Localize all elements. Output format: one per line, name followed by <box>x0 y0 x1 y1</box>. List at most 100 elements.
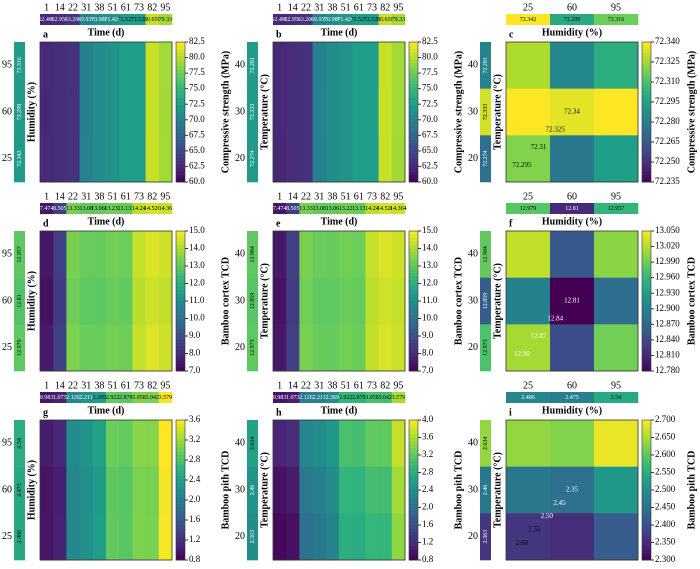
x-strip-value: 14.24 <box>132 206 146 212</box>
y-strip-cell <box>14 88 25 136</box>
colorbar-step <box>409 294 418 298</box>
colorbar-step <box>176 143 185 148</box>
colorbar-tick-label: 14.0 <box>422 243 438 253</box>
x-strip-value: 14.364 <box>390 206 407 212</box>
colorbar-tick-label: 12.810 <box>655 350 680 360</box>
colorbar-step <box>409 318 418 323</box>
colorbar-step <box>176 129 185 134</box>
colorbar-step <box>642 304 651 309</box>
colorbar-step <box>642 465 651 470</box>
colorbar-step <box>176 234 185 239</box>
y-strip-cell <box>247 324 258 372</box>
colorbar-step <box>176 325 185 330</box>
colorbar-tick-label: 2.350 <box>655 537 676 547</box>
field-cell <box>312 420 327 468</box>
colorbar-step <box>176 315 185 319</box>
colorbar-step <box>409 465 418 470</box>
x-tick-label: 31 <box>81 191 91 202</box>
colorbar-tick-label: 60.0 <box>422 176 438 186</box>
colorbar-step <box>642 80 651 85</box>
x-strip-value: 7.474 <box>40 206 54 212</box>
colorbar-step <box>176 171 185 176</box>
x-strip-cell <box>325 392 340 403</box>
y-tick-label: 25 <box>2 342 12 353</box>
y-strip-value: 12.979 <box>17 339 23 356</box>
colorbar-tick-label: 7.0 <box>422 365 434 375</box>
colorbar-step <box>409 133 418 137</box>
field-cell <box>132 324 147 372</box>
colorbar-step <box>642 514 651 519</box>
x-strip-cell <box>158 14 173 25</box>
colorbar-step <box>409 500 418 505</box>
panel-label: c <box>509 29 514 40</box>
colorbar-step <box>409 325 418 330</box>
field-cell <box>339 88 353 136</box>
colorbar-tick-label: 2.0 <box>422 502 434 512</box>
contour-label: 12.81 <box>564 297 580 305</box>
colorbar-step <box>642 430 651 435</box>
field-cell <box>66 277 81 325</box>
colorbar-tick-label: 80.0 <box>422 52 438 62</box>
field-cell <box>550 88 595 136</box>
colorbar-tick-label: 72.340 <box>655 36 680 46</box>
x-strip-cell <box>378 203 393 214</box>
colorbar-step <box>642 115 651 120</box>
x-strip-cell <box>40 203 54 214</box>
colorbar-step <box>409 49 418 53</box>
colorbar-frame <box>641 41 652 183</box>
colorbar-step <box>642 248 651 253</box>
field-cell <box>506 42 551 90</box>
field-cell <box>312 42 327 90</box>
colorbar-step <box>642 234 651 239</box>
x-strip-value: 12.81 <box>565 206 579 212</box>
colorbar-step <box>409 336 418 340</box>
colorbar-step <box>409 140 418 144</box>
colorbar-step <box>409 161 418 165</box>
field-cell <box>40 42 54 90</box>
field-cell <box>312 277 327 325</box>
colorbar-step <box>642 542 651 547</box>
x-strip-cell <box>158 203 173 214</box>
colorbar-step <box>642 493 651 498</box>
colorbar-tick-label: 10.0 <box>422 313 438 323</box>
field-cell <box>106 277 120 325</box>
colorbar-step <box>176 262 185 267</box>
field-cell <box>378 466 393 514</box>
colorbar-step <box>642 472 651 477</box>
colorbar-step <box>176 80 185 85</box>
x-strip-value: 3.058 <box>132 395 146 401</box>
field-cell <box>40 513 54 561</box>
x-strip-value: 2.369 <box>326 395 340 401</box>
field-cell <box>106 42 120 90</box>
colorbar-step <box>409 497 418 501</box>
y-strip-value: 2.363 <box>250 530 256 544</box>
colorbar-step <box>176 420 185 424</box>
colorbar-step <box>409 528 418 533</box>
field-cell <box>325 466 340 514</box>
colorbar-tick-label: 1.6 <box>422 519 434 529</box>
colorbar-step <box>642 420 651 424</box>
colorbar-step <box>642 500 651 505</box>
colorbar-step <box>409 455 418 459</box>
field-cell <box>506 466 551 514</box>
colorbar-step <box>642 353 651 358</box>
colorbar-step <box>409 301 418 305</box>
field-cell <box>40 135 54 183</box>
field-cell <box>145 42 160 90</box>
x-strip-value: 13.06 <box>326 206 340 212</box>
y-strip-value: 72.274 <box>250 150 256 167</box>
x-strip-cell <box>79 203 94 214</box>
y-strip-value: 72.274 <box>483 150 489 167</box>
colorbar-step <box>409 315 418 319</box>
field-cell <box>550 324 595 372</box>
x-tick-label: 61 <box>121 2 131 13</box>
field-cell <box>594 42 639 90</box>
field-cell <box>339 135 353 183</box>
x-strip-value: 72.523 <box>131 17 148 23</box>
x-tick-label: 31 <box>314 2 324 13</box>
field-cell <box>325 231 340 279</box>
colorbar-step <box>176 255 185 260</box>
x-strip-cell <box>79 14 94 25</box>
colorbar-step <box>409 311 418 316</box>
field-cell <box>325 420 340 468</box>
